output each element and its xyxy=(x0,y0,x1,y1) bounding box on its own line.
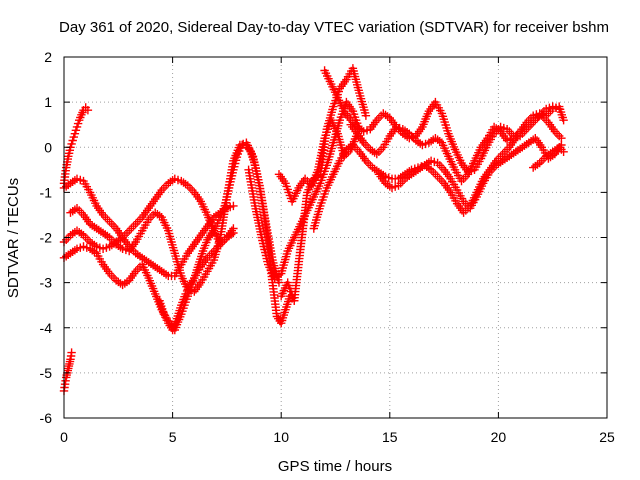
data-point xyxy=(559,147,568,156)
data-point xyxy=(73,119,83,128)
data-point xyxy=(395,123,404,133)
data-point xyxy=(230,162,239,171)
grid-lines xyxy=(64,57,607,418)
series-track-15 xyxy=(529,143,568,172)
data-point xyxy=(98,244,108,253)
x-tick-label: 20 xyxy=(491,429,507,445)
data-point xyxy=(72,122,82,132)
series-track-4 xyxy=(59,228,238,335)
data-point xyxy=(391,182,400,191)
data-point xyxy=(506,135,515,144)
data-point xyxy=(231,159,240,168)
data-point xyxy=(118,244,127,253)
x-tick-label: 15 xyxy=(382,429,398,445)
data-point xyxy=(499,123,508,133)
data-point xyxy=(557,134,566,143)
data-point xyxy=(170,174,179,183)
x-tick-label: 5 xyxy=(169,429,177,445)
data-point xyxy=(426,156,436,165)
y-tick-label: 1 xyxy=(44,94,52,110)
data-point xyxy=(387,183,397,193)
data-point xyxy=(229,224,238,233)
x-axis-label: GPS time / hours xyxy=(278,458,392,475)
y-tick-label: -3 xyxy=(40,275,53,291)
plot-frame xyxy=(63,56,608,419)
data-point xyxy=(538,110,548,119)
data-point xyxy=(72,244,82,253)
data-point xyxy=(232,153,242,162)
data-point xyxy=(421,139,430,149)
data-point xyxy=(76,175,85,185)
series-track-10 xyxy=(274,116,368,206)
data-point xyxy=(430,157,439,167)
data-point xyxy=(70,129,80,138)
data-point xyxy=(67,139,76,149)
data-point xyxy=(408,132,417,142)
y-tick-label: -4 xyxy=(40,320,53,336)
data-point xyxy=(231,156,241,165)
data-point xyxy=(384,173,393,182)
data-point xyxy=(361,111,371,120)
data-point xyxy=(551,103,561,112)
y-tick-label: -5 xyxy=(40,365,53,381)
data-point xyxy=(71,126,81,135)
data-point xyxy=(83,106,93,115)
data-point xyxy=(92,242,101,251)
data-point xyxy=(529,111,538,120)
data-point xyxy=(229,165,238,174)
data-point xyxy=(68,136,77,145)
chart-title: Day 361 of 2020, Sidereal Day-to-day VTE… xyxy=(59,19,609,36)
y-tick-label: 2 xyxy=(44,49,52,65)
y-axis-label: SDTVAR / TECUs xyxy=(5,178,22,298)
y-tick-label: 0 xyxy=(44,139,52,155)
data-point xyxy=(502,136,512,145)
data-point xyxy=(173,175,183,185)
data-point xyxy=(69,132,78,142)
data-point xyxy=(82,243,91,252)
y-tick-label: -2 xyxy=(40,230,53,246)
data-point xyxy=(79,242,88,251)
series-track-13 xyxy=(346,102,568,186)
data-point xyxy=(281,179,290,188)
data-point xyxy=(95,243,104,252)
y-tick-label: -6 xyxy=(40,410,53,426)
data-points xyxy=(59,64,568,396)
data-point xyxy=(548,104,557,114)
x-tick-label: 0 xyxy=(60,429,68,445)
data-point xyxy=(559,116,568,125)
data-point xyxy=(418,140,427,150)
data-point xyxy=(67,348,76,357)
series-track-8 xyxy=(244,97,364,283)
data-point xyxy=(121,245,131,255)
data-point xyxy=(226,202,235,212)
series-track-1 xyxy=(59,103,93,188)
data-point xyxy=(545,103,554,112)
data-point xyxy=(535,109,544,118)
series-track-9 xyxy=(277,64,371,305)
data-point xyxy=(359,127,368,136)
data-point xyxy=(102,243,111,252)
data-point xyxy=(392,122,401,132)
x-tick-label: 10 xyxy=(273,429,289,445)
x-tick-label: 25 xyxy=(599,429,615,445)
data-point xyxy=(72,174,82,183)
data-point xyxy=(229,201,238,211)
series-track-2 xyxy=(59,348,76,396)
y-tick-label: -1 xyxy=(40,184,53,200)
data-point xyxy=(362,126,372,135)
